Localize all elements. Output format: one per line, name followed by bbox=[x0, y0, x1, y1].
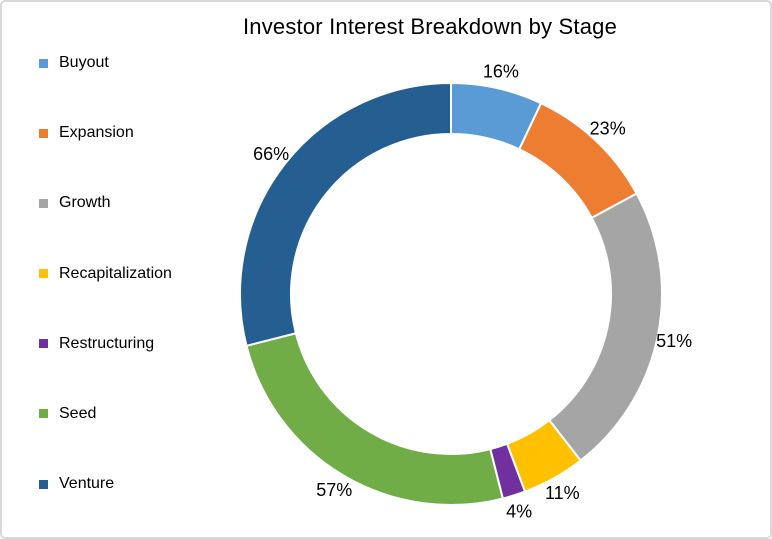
legend-label: Seed bbox=[59, 404, 97, 422]
legend-label: Venture bbox=[59, 475, 115, 493]
chart-legend: Buyout Expansion Growth Recapitalization Res… bbox=[39, 2, 209, 537]
legend-swatch-icon bbox=[39, 339, 48, 349]
legend-label: Expansion bbox=[59, 124, 134, 142]
data-label-seed: 57% bbox=[316, 480, 352, 500]
data-label-recapitalization: 11% bbox=[545, 483, 580, 503]
legend-item-seed: Seed bbox=[39, 404, 96, 424]
legend-swatch-icon bbox=[39, 128, 48, 138]
legend-item-restructuring: Restructuring bbox=[39, 334, 154, 354]
legend-label: Restructuring bbox=[59, 334, 155, 352]
legend-swatch-icon bbox=[39, 58, 48, 68]
donut-segment-venture bbox=[239, 82, 452, 347]
legend-label: Growth bbox=[59, 194, 111, 212]
data-label-buyout: 16% bbox=[483, 62, 519, 82]
donut-segment-seed bbox=[245, 332, 504, 506]
legend-item-growth: Growth bbox=[39, 193, 111, 213]
legend-swatch-icon bbox=[39, 198, 48, 208]
legend-swatch-icon bbox=[39, 409, 48, 419]
data-label-growth: 51% bbox=[656, 331, 692, 351]
data-label-restructuring: 4% bbox=[506, 502, 532, 522]
legend-item-venture: Venture bbox=[39, 474, 114, 494]
legend-swatch-icon bbox=[39, 479, 48, 489]
legend-item-recapitalization: Recapitalization bbox=[39, 264, 172, 284]
legend-item-expansion: Expansion bbox=[39, 123, 134, 143]
legend-swatch-icon bbox=[39, 269, 48, 278]
legend-label: Recapitalization bbox=[59, 264, 172, 282]
donut-segment-growth bbox=[548, 192, 663, 462]
data-label-expansion: 23% bbox=[590, 118, 626, 138]
data-label-venture: 66% bbox=[253, 144, 289, 164]
legend-item-buyout: Buyout bbox=[39, 53, 109, 73]
chart-title: Investor Interest Breakdown by Stage bbox=[242, 14, 618, 39]
legend-label: Buyout bbox=[59, 54, 109, 71]
